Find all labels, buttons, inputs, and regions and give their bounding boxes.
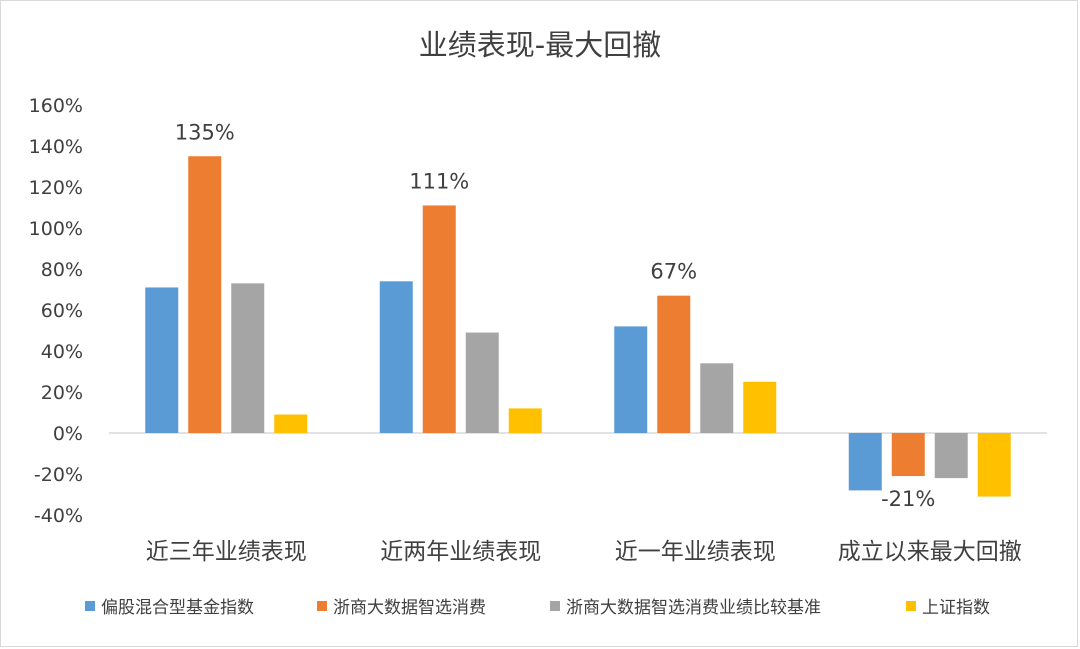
- bar: [231, 283, 265, 433]
- bar: [934, 433, 968, 479]
- data-label: 111%: [409, 169, 469, 193]
- y-tick-label: 140%: [29, 136, 83, 158]
- legend-entry: 浙商大数据智选消费业绩比较基准: [566, 598, 821, 618]
- y-tick-label: 60%: [41, 300, 83, 322]
- category-label: 近三年业绩表现: [146, 539, 307, 565]
- legend-swatch: [317, 601, 327, 611]
- bar: [848, 433, 882, 491]
- bar: [188, 156, 222, 433]
- bar: [465, 332, 499, 433]
- y-tick-label: 160%: [29, 95, 83, 117]
- bar: [274, 414, 308, 433]
- bar: [422, 205, 456, 433]
- bar: [657, 295, 691, 433]
- legend: 偏股混合型基金指数 浙商大数据智选消费 浙商大数据智选消费业绩比较基准 上证指数: [85, 598, 990, 618]
- data-labels-layer: 135% 111% 67% -21%: [175, 120, 936, 511]
- legend-entry: 上证指数: [922, 598, 990, 618]
- bar: [379, 281, 413, 433]
- legend-entry: 偏股混合型基金指数: [101, 598, 254, 618]
- legend-swatch: [906, 601, 916, 611]
- legend-swatch: [550, 601, 560, 611]
- data-label: 67%: [650, 260, 697, 284]
- bar: [700, 363, 734, 433]
- category-label: 近一年业绩表现: [615, 539, 776, 565]
- y-axis: 160% 140% 120% 100% 80% 60% 40% 20% 0% -20% -40%: [29, 95, 83, 527]
- data-label: -21%: [881, 487, 935, 511]
- category-label: 成立以来最大回撤: [838, 539, 1022, 565]
- y-tick-label: -40%: [34, 505, 83, 527]
- y-tick-label: -20%: [34, 464, 83, 486]
- y-tick-label: 0%: [53, 423, 83, 445]
- bar: [743, 381, 777, 433]
- legend-entry: 浙商大数据智选消费: [333, 598, 486, 618]
- bar: [145, 287, 179, 433]
- y-tick-label: 40%: [41, 341, 83, 363]
- category-labels: 近三年业绩表现 近两年业绩表现 近一年业绩表现 成立以来最大回撤: [146, 539, 1022, 565]
- y-tick-label: 120%: [29, 177, 83, 199]
- y-tick-label: 100%: [29, 218, 83, 240]
- bar: [508, 408, 542, 433]
- legend-swatch: [85, 601, 95, 611]
- bars-layer: [145, 156, 1011, 497]
- bar: [977, 433, 1011, 497]
- category-label: 近两年业绩表现: [380, 539, 541, 565]
- chart-title: 业绩表现-最大回撤: [419, 28, 661, 62]
- bar: [891, 433, 925, 477]
- y-tick-label: 80%: [41, 259, 83, 281]
- data-label: 135%: [175, 120, 235, 144]
- y-tick-label: 20%: [41, 382, 83, 404]
- bar: [614, 326, 648, 433]
